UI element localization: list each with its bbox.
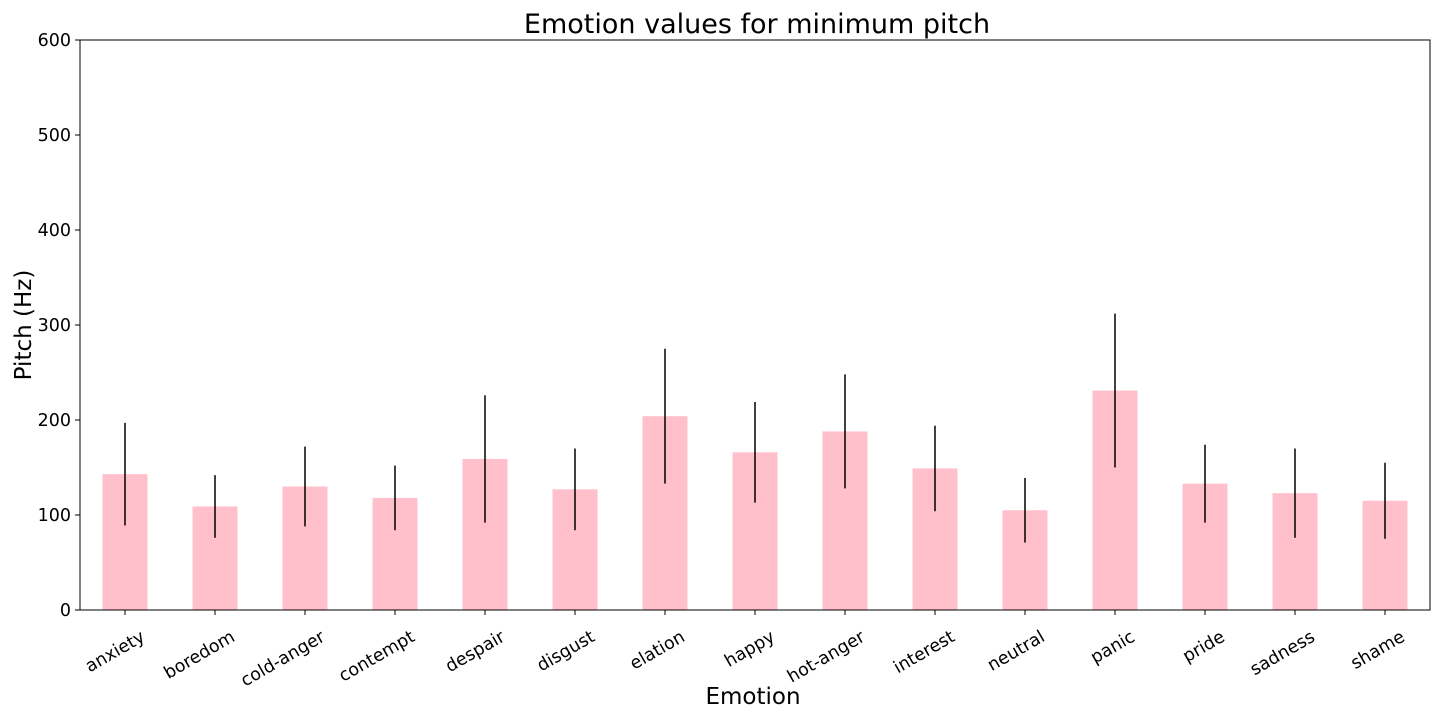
y-tick-label-0: 0 bbox=[60, 601, 71, 621]
x-tick-label-contempt: contempt bbox=[336, 627, 419, 686]
x-tick-label-disgust: disgust bbox=[534, 627, 599, 676]
chart-title: Emotion values for minimum pitch bbox=[524, 9, 990, 40]
x-axis-label: Emotion bbox=[705, 684, 800, 710]
error-bars-layer bbox=[124, 313, 1386, 543]
x-tick-label-interest: interest bbox=[890, 627, 958, 678]
x-tick-label-boredom: boredom bbox=[161, 627, 239, 683]
x-tick-label-elation: elation bbox=[627, 627, 689, 674]
y-tick-label-400: 400 bbox=[38, 221, 71, 241]
x-tick-label-happy: happy bbox=[721, 627, 778, 672]
x-tick-label-cold-anger: cold-anger bbox=[238, 627, 330, 691]
y-tick-label-200: 200 bbox=[38, 411, 71, 431]
x-tick-label-anxiety: anxiety bbox=[82, 627, 148, 677]
x-tick-label-neutral: neutral bbox=[984, 627, 1048, 676]
x-tick-label-shame: shame bbox=[1348, 627, 1409, 674]
bars-layer bbox=[102, 390, 1408, 610]
y-axis-label: Pitch (Hz) bbox=[11, 270, 37, 381]
y-tick-label-100: 100 bbox=[38, 506, 71, 526]
x-tick-label-panic: panic bbox=[1087, 627, 1138, 668]
y-tick-label-300: 300 bbox=[38, 316, 71, 336]
y-tick-label-600: 600 bbox=[38, 31, 71, 51]
x-tick-label-sadness: sadness bbox=[1247, 627, 1319, 680]
y-axis: 0 100 200 300 400 500 600 bbox=[38, 31, 80, 621]
x-tick-label-pride: pride bbox=[1179, 627, 1228, 667]
x-axis: anxiety boredom cold-anger contempt despair d… bbox=[82, 610, 1409, 691]
x-tick-label-hot-anger: hot-anger bbox=[784, 627, 869, 688]
x-tick-label-despair: despair bbox=[442, 627, 509, 677]
y-tick-label-500: 500 bbox=[38, 126, 71, 146]
